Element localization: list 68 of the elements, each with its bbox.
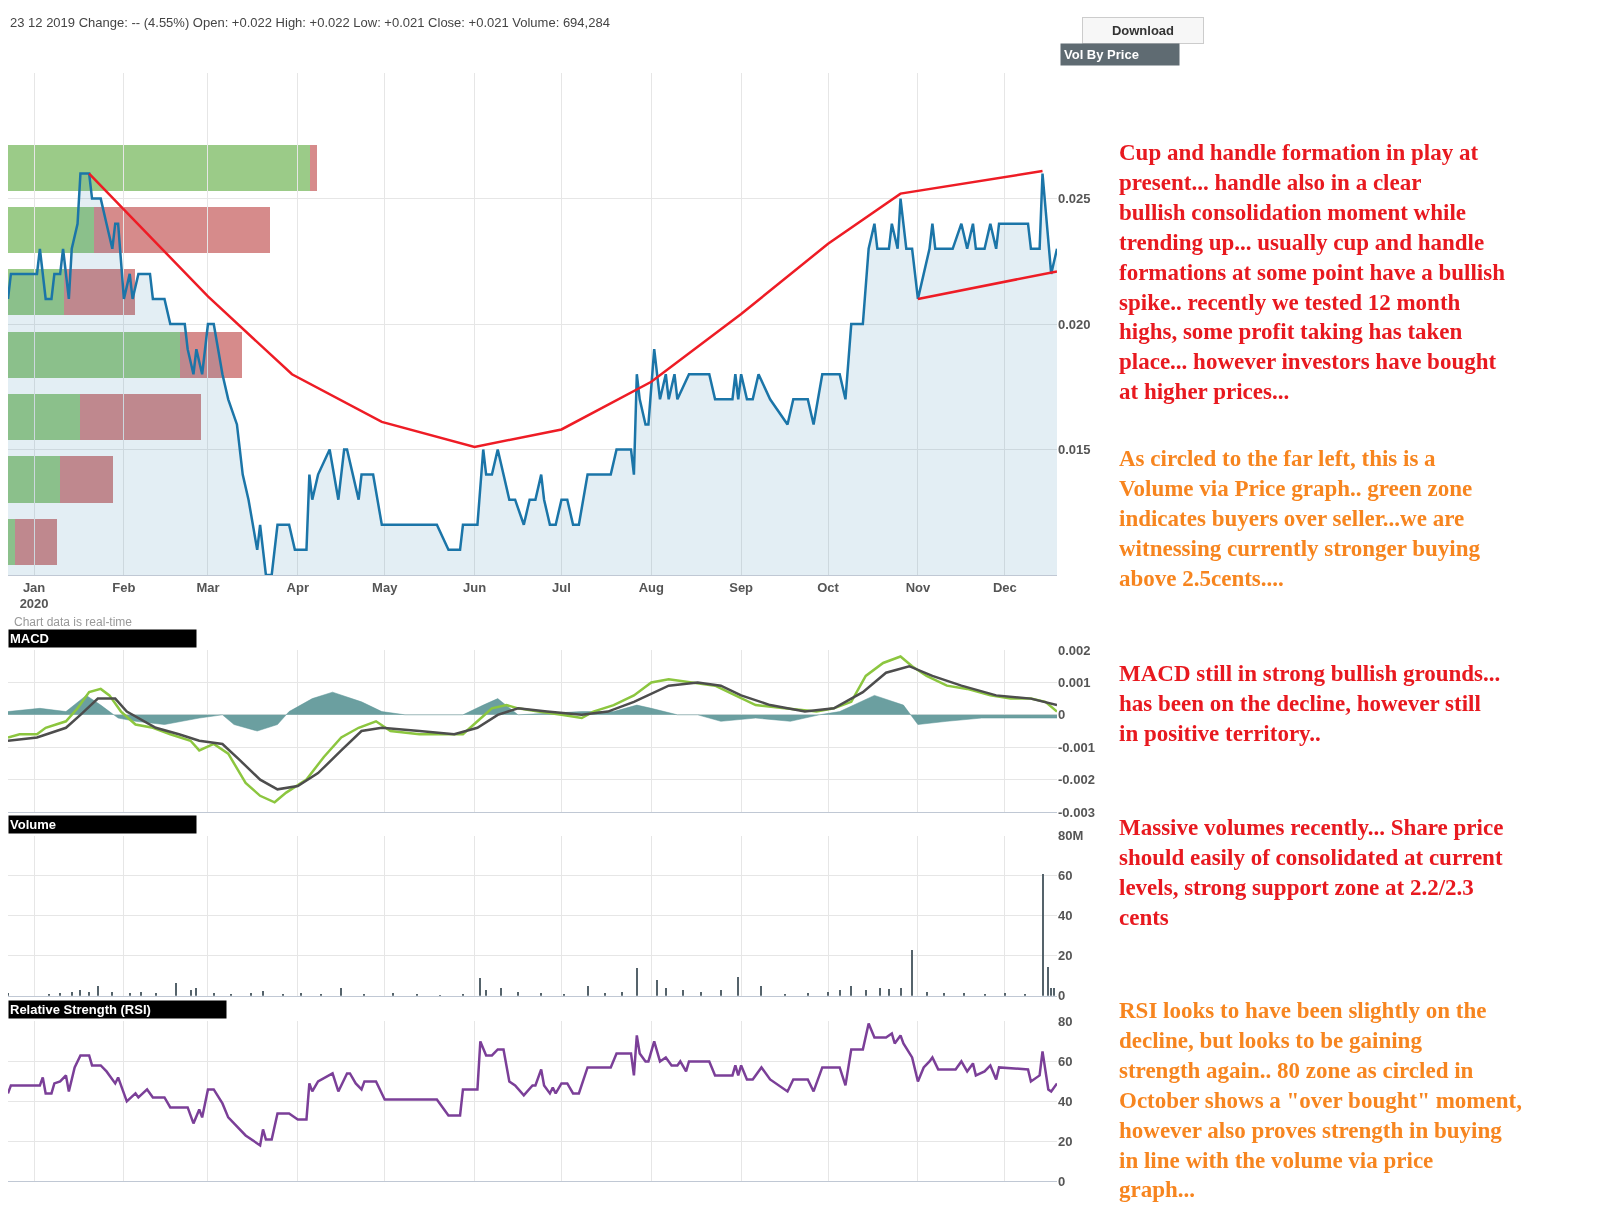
y-tick-label: 80M [1058,828,1084,844]
x-tick-label: Mar [196,579,220,595]
bar [586,985,589,996]
bar [1041,873,1044,996]
y-tick-label: 60 [1058,1053,1073,1069]
bar [8,393,80,441]
x-tick-label: Nov [905,579,931,595]
y-tick-label: 40 [1058,908,1073,924]
y-tick-label: 40 [1058,1093,1073,1109]
y-tick-label: -0.002 [1058,772,1095,788]
y-tick-label: 80 [1058,1013,1073,1029]
text: Download [1111,23,1175,38]
bar [79,393,201,441]
y-tick-label: -0.003 [1058,804,1095,820]
bar [8,144,310,191]
y-tick-label: 0.020 [1058,316,1091,332]
bar [8,456,61,503]
bar [8,331,180,378]
y-tick-label: 0.001 [1058,674,1091,690]
bar [175,982,178,996]
text: As circled to the far left, this is a Volume via Price graph.. green zone indicates buyers over seller...we are witnessing currently stronger buying above 2.5cents.... [1119,446,1481,591]
bar [8,206,94,254]
y-tick-label: 0 [1058,707,1066,723]
text: Massive volumes recently... Share price should easily of consolidated at current levels, strong support zone at 2.2/2.3 cents [1119,815,1504,930]
x-tick-label: Jul [552,579,571,595]
bar [737,976,740,996]
x-tick-label: Aug [638,579,664,595]
line-series [87,169,1044,449]
bar [656,979,659,996]
x-tick-label: May [372,579,399,595]
y-tick-label: 20 [1058,1133,1073,1149]
bar [93,206,271,254]
text: Vol By Price [1064,47,1139,62]
y-tick-label: -0.001 [1058,739,1095,755]
text: MACD still in strong bullish grounds... has been on the decline, however still in positive territory.. [1119,661,1501,746]
bar [60,456,114,503]
text: RSI looks to have been slightly on the decline, but looks to be gaining strength again.. 80 zone as circled in October shows a "over bought" moment, however also proves strength in buying in line with the volume via price graph... [1119,998,1522,1203]
bar [15,518,58,565]
x-tick-label: Dec [992,579,1017,595]
bar [479,977,482,996]
bar [635,967,638,996]
y-tick-label: 0.025 [1058,191,1091,207]
y-tick-label: 0 [1058,988,1066,1004]
bar [760,985,763,996]
x-tick-label: Oct [817,579,840,595]
y-tick-label: 0 [1058,1173,1066,1189]
line-series [8,1022,1057,1147]
chart-title: 23 12 2019 Change: -- (4.55%) Open: +0.022 High: +0.022 Low: +0.021 Close: +0.021 Volume: 694,284 [10,15,610,30]
bar [1047,966,1050,996]
chart-title: Relative Strength (RSI) [10,1002,151,1017]
chart-title: Volume [10,817,56,832]
text: Cup and handle formation in play at present... handle also in a clear bullish consolidation moment while trending up... usually cup and handle formations at some point have a bullish spike.. recently we tested 12 month highs, some profit taking has taken place... however investors have bought at higher prices... [1119,140,1505,405]
x-tick-label: Apr [286,579,309,595]
y-tick-label: 0.015 [1058,442,1091,458]
y-tick-label: 60 [1058,868,1073,884]
x-tick-label: Jun [462,579,487,595]
bar [309,144,317,191]
chart-title: MACD [10,631,49,646]
bar [850,985,853,996]
x-tick-label: Sep [729,579,754,595]
text: Chart data is real-time [14,615,133,629]
y-tick-label: 0.002 [1058,642,1091,658]
bar [911,949,914,996]
bar [96,985,99,996]
x-tick-label: Feb [112,579,136,595]
x-tick-label: Jan 2020 [19,579,49,612]
bar [8,518,16,565]
y-tick-label: 20 [1058,948,1073,964]
